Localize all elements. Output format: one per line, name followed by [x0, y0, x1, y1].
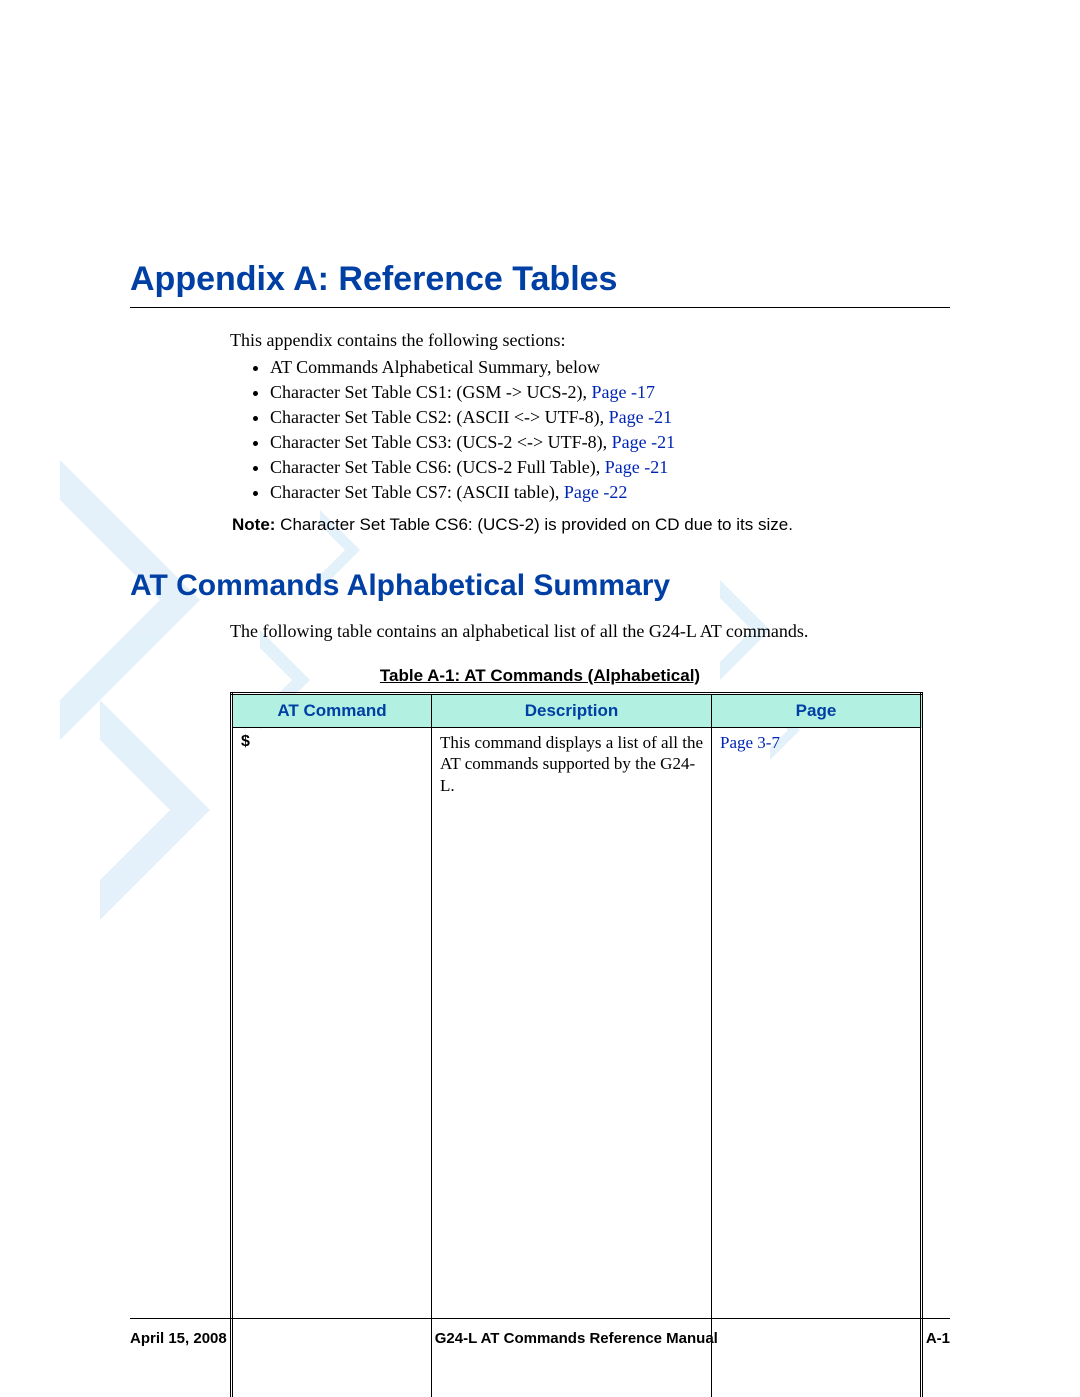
toc-text: AT Commands Alphabetical Summary, below [270, 357, 600, 377]
page-link[interactable]: Page -22 [564, 482, 627, 502]
toc-text: Character Set Table CS2: (ASCII <-> UTF-… [270, 407, 609, 427]
col-header-command: AT Command [232, 694, 432, 728]
list-item: Character Set Table CS3: (UCS-2 <-> UTF-… [270, 432, 950, 453]
section-intro: The following table contains an alphabet… [230, 621, 950, 642]
table-row: $ This command displays a list of all th… [232, 728, 922, 1397]
section-title: AT Commands Alphabetical Summary [130, 569, 950, 603]
page-link[interactable]: Page 3-7 [720, 733, 780, 752]
toc-list: AT Commands Alphabetical Summary, below … [248, 357, 950, 503]
page-link[interactable]: Page -21 [612, 432, 675, 452]
note-text: Character Set Table CS6: (UCS-2) is prov… [275, 515, 792, 534]
list-item: Character Set Table CS1: (GSM -> UCS-2),… [270, 382, 950, 403]
toc-text: Character Set Table CS6: (UCS-2 Full Tab… [270, 457, 605, 477]
at-commands-table: AT Command Description Page $ This comma… [230, 692, 923, 1397]
table-caption: Table A-1: AT Commands (Alphabetical) [130, 666, 950, 686]
cell-page: Page 3-7 [712, 728, 922, 1397]
list-item: AT Commands Alphabetical Summary, below [270, 357, 950, 378]
cell-command: $ [232, 728, 432, 1397]
note: Note: Character Set Table CS6: (UCS-2) i… [232, 515, 950, 535]
toc-text: Character Set Table CS3: (UCS-2 <-> UTF-… [270, 432, 612, 452]
intro-text: This appendix contains the following sec… [230, 330, 950, 351]
note-label: Note: [232, 515, 275, 534]
appendix-title: Appendix A: Reference Tables [130, 260, 950, 308]
table-header-row: AT Command Description Page [232, 694, 922, 728]
cell-description: This command displays a list of all the … [432, 728, 712, 1397]
list-item: Character Set Table CS6: (UCS-2 Full Tab… [270, 457, 950, 478]
toc-text: Character Set Table CS7: (ASCII table), [270, 482, 564, 502]
list-item: Character Set Table CS7: (ASCII table), … [270, 482, 950, 503]
page-link[interactable]: Page -21 [609, 407, 672, 427]
page-link[interactable]: Page -21 [605, 457, 668, 477]
page-link[interactable]: Page -17 [592, 382, 655, 402]
list-item: Character Set Table CS2: (ASCII <-> UTF-… [270, 407, 950, 428]
toc-text: Character Set Table CS1: (GSM -> UCS-2), [270, 382, 592, 402]
col-header-page: Page [712, 694, 922, 728]
col-header-description: Description [432, 694, 712, 728]
